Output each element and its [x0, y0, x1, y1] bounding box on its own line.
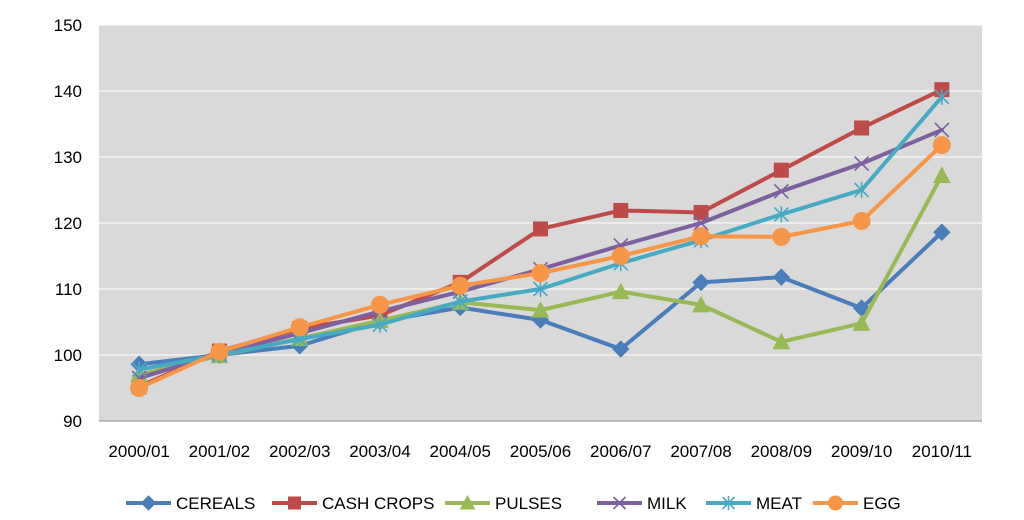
x-tick-label: 2007/08 [670, 442, 731, 461]
data-point [692, 295, 710, 313]
data-point [772, 268, 791, 286]
legend-item-egg: EGG [813, 494, 901, 513]
x-tick-label: 2006/07 [590, 442, 651, 461]
legend-label: CASH CROPS [322, 494, 434, 513]
legend-marker [828, 495, 843, 511]
data-point [130, 379, 149, 397]
data-point [933, 166, 951, 183]
x-tick-label: 2004/05 [430, 442, 491, 461]
data-point [854, 182, 870, 198]
legend-label: MILK [647, 494, 687, 513]
x-tick-label: 2003/04 [349, 442, 410, 461]
legend-marker [459, 494, 476, 510]
y-axis-tick-labels: 90 100 110 120 130 140 150 [54, 16, 82, 431]
x-tick-label: 2009/10 [831, 442, 892, 461]
legend-label: PULSES [495, 494, 562, 513]
legend-marker [721, 496, 736, 510]
x-tick-label: 2010/11 [912, 442, 972, 461]
data-point [854, 120, 870, 136]
data-point [290, 318, 309, 337]
y-tick-label: 130 [54, 148, 82, 167]
data-point [692, 273, 710, 292]
x-tick-label: 2001/02 [189, 442, 250, 461]
legend-item-pulses: PULSES [445, 494, 562, 513]
x-tick-label: 2000/01 [108, 442, 169, 461]
data-point [934, 88, 950, 105]
legend-item-meat: MEAT [706, 494, 802, 513]
data-point [451, 276, 470, 295]
data-point [370, 295, 389, 314]
legend-label: CEREALS [176, 494, 255, 513]
x-axis-tick-labels: 2000/01 2001/02 2002/03 2003/04 2004/05 2005/… [108, 442, 972, 461]
data-point [772, 332, 791, 350]
y-tick-label: 100 [54, 346, 82, 365]
data-point [372, 316, 388, 333]
data-point [934, 122, 950, 138]
data-point [210, 342, 229, 361]
data-point [852, 212, 871, 231]
x-tick-label: 2008/09 [751, 442, 812, 461]
data-point [692, 227, 711, 246]
legend-item-cereals: CEREALS [126, 494, 255, 513]
data-point [612, 340, 630, 358]
legend-label: EGG [863, 494, 901, 513]
legend-marker [288, 496, 301, 510]
legend: CEREALS CASH CROPS PULSES MILK MEAT EGG [126, 494, 901, 513]
data-point [131, 361, 147, 378]
data-point [532, 281, 549, 297]
data-point [693, 215, 709, 231]
data-point [933, 223, 951, 241]
x-tick-label: 2002/03 [269, 442, 330, 461]
data-point [693, 204, 709, 220]
legend-item-cash-crops: CASH CROPS [272, 494, 434, 513]
legend-item-milk: MILK [597, 494, 687, 513]
data-point [773, 162, 789, 178]
legend-label: MEAT [756, 494, 802, 513]
data-point [852, 314, 871, 331]
data-point [772, 227, 791, 246]
legend-marker [612, 496, 627, 510]
data-point [531, 264, 550, 283]
y-tick-label: 150 [54, 16, 82, 35]
data-point [611, 282, 630, 300]
data-series [130, 82, 951, 397]
series-egg [130, 136, 951, 397]
y-tick-label: 90 [63, 412, 82, 431]
legend-marker [140, 495, 157, 511]
data-point [613, 202, 629, 218]
y-tick-label: 120 [54, 214, 82, 233]
y-tick-label: 110 [55, 280, 82, 299]
data-point [533, 221, 548, 237]
data-point [452, 293, 468, 310]
data-point [531, 301, 550, 318]
data-point [932, 136, 951, 155]
x-tick-label: 2005/06 [510, 442, 571, 461]
data-point [854, 156, 870, 172]
data-point [773, 183, 789, 199]
data-point [773, 206, 789, 223]
data-point [611, 247, 630, 265]
y-tick-label: 140 [54, 82, 82, 101]
